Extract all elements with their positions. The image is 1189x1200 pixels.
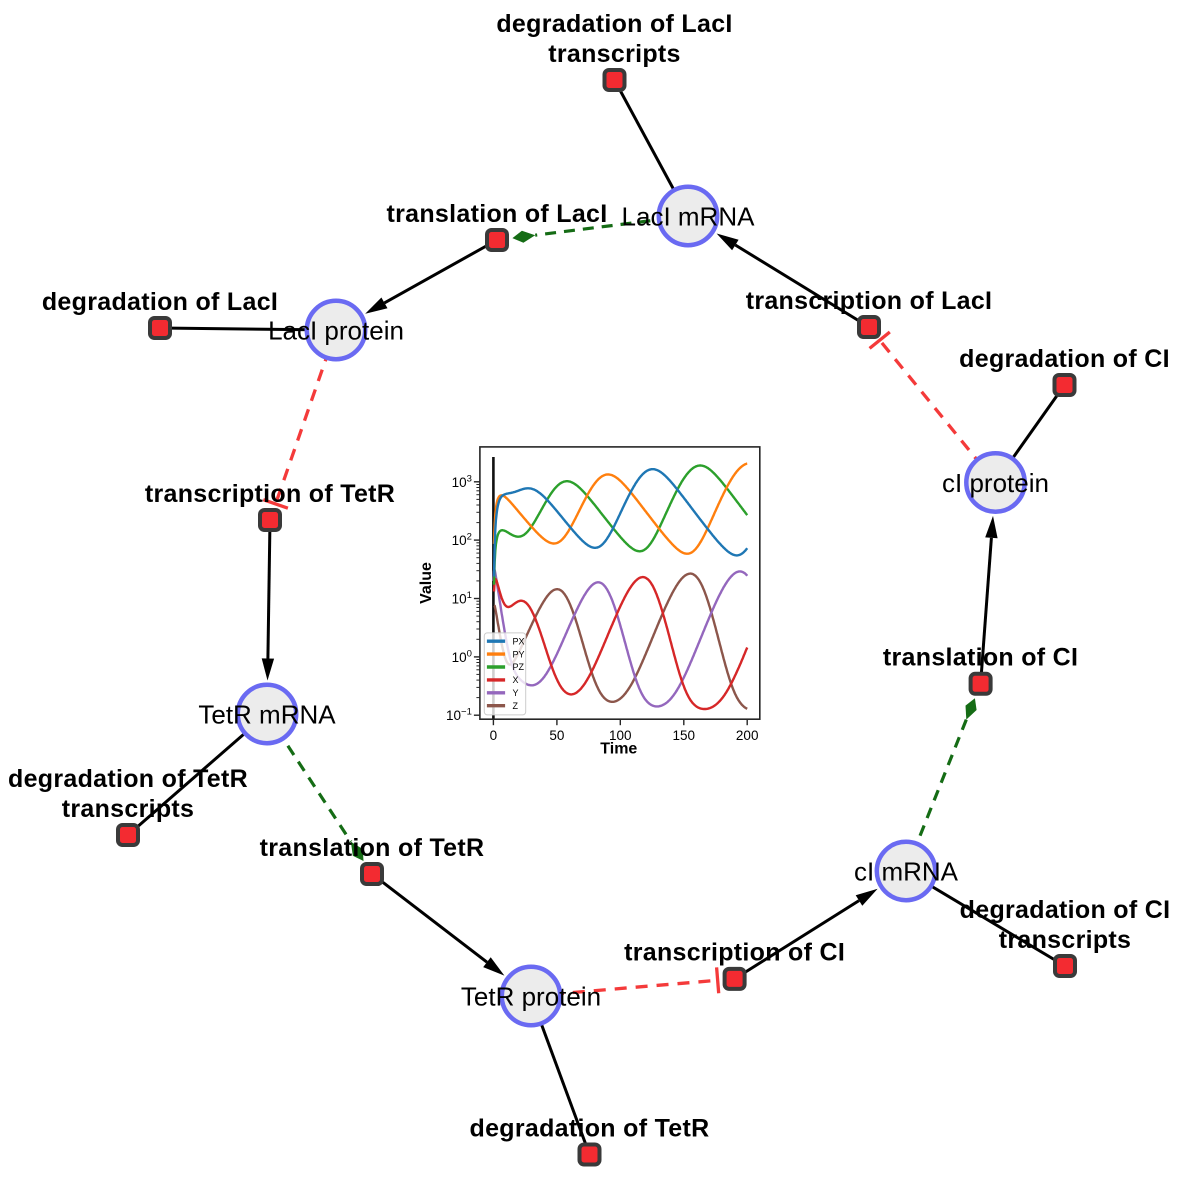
svg-text:Y: Y [513, 688, 519, 698]
svg-text:transcription of LacI: transcription of LacI [746, 287, 993, 315]
svg-text:PX: PX [513, 636, 525, 646]
svg-text:10−1: 10−1 [446, 707, 472, 724]
svg-text:transcripts: transcripts [548, 40, 681, 68]
svg-text:103: 103 [452, 473, 472, 490]
svg-text:LacI protein: LacI protein [268, 316, 404, 346]
svg-text:102: 102 [452, 532, 472, 549]
svg-text:100: 100 [452, 648, 472, 665]
svg-text:50: 50 [549, 728, 564, 743]
svg-text:translation of LacI: translation of LacI [386, 200, 607, 228]
svg-text:Time: Time [600, 741, 637, 758]
svg-text:degradation of LacI: degradation of LacI [496, 10, 732, 38]
svg-text:X: X [513, 675, 519, 685]
svg-text:cI protein: cI protein [942, 468, 1049, 498]
svg-text:Z: Z [513, 701, 519, 711]
svg-text:PY: PY [513, 649, 525, 659]
svg-text:150: 150 [673, 728, 696, 743]
svg-text:TetR mRNA: TetR mRNA [198, 700, 336, 730]
svg-text:degradation of LacI: degradation of LacI [42, 288, 278, 316]
svg-text:transcripts: transcripts [999, 926, 1132, 954]
svg-text:101: 101 [452, 590, 472, 607]
svg-text:transcripts: transcripts [62, 795, 195, 823]
svg-text:translation of CI: translation of CI [883, 644, 1078, 672]
svg-text:100: 100 [609, 728, 632, 743]
svg-text:TetR protein: TetR protein [461, 982, 601, 1012]
svg-text:transcription of TetR: transcription of TetR [145, 480, 395, 508]
svg-text:degradation of CI: degradation of CI [960, 896, 1171, 924]
svg-text:PZ: PZ [513, 662, 525, 672]
svg-text:200: 200 [736, 728, 759, 743]
svg-text:transcription of CI: transcription of CI [624, 939, 845, 967]
svg-text:degradation of TetR: degradation of TetR [470, 1114, 710, 1142]
svg-text:0: 0 [490, 728, 498, 743]
svg-text:translation of TetR: translation of TetR [260, 834, 485, 862]
svg-text:cI mRNA: cI mRNA [854, 857, 959, 887]
svg-text:degradation of CI: degradation of CI [959, 345, 1170, 373]
svg-text:Value: Value [418, 562, 435, 604]
svg-text:LacI mRNA: LacI mRNA [622, 202, 756, 232]
svg-text:degradation of TetR: degradation of TetR [8, 765, 248, 793]
